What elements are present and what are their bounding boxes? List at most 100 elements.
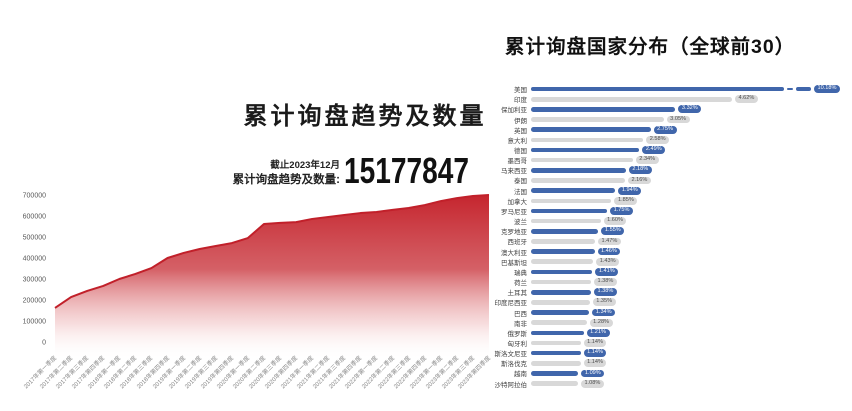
country-bar-row: 保加利亚 3.32% xyxy=(489,104,852,114)
country-bar-row: 伊朗 3.05% xyxy=(489,114,852,125)
country-bar-row: 意大利 2.58% xyxy=(489,135,852,145)
bar-fill xyxy=(531,228,599,234)
country-bar-row: 马来西亚 2.18% xyxy=(489,165,852,175)
value-badge: 2.16% xyxy=(627,176,651,185)
country-bar-row: 加拿大 1.85% xyxy=(489,196,852,206)
bar-fill xyxy=(531,127,651,132)
bar-fill xyxy=(531,86,784,92)
value-badge: 1.34% xyxy=(592,308,616,317)
country-name: 泰国 xyxy=(514,178,527,186)
country-bar-row: 澳大利亚 1.46% xyxy=(489,247,852,257)
bar-track: 1.34% xyxy=(531,308,852,318)
bar-track: 4.62% xyxy=(531,94,852,104)
bar-track: 1.14% xyxy=(531,358,852,368)
y-tick-label: 300000 xyxy=(23,277,46,284)
country-name: 巴基斯坦 xyxy=(501,259,527,267)
y-tick-label: 0 xyxy=(42,340,46,347)
bar-track: 1.21% xyxy=(531,328,852,338)
country-name: 墨西哥 xyxy=(507,158,528,166)
bar-track: 3.32% xyxy=(531,104,852,114)
value-badge: 2.34% xyxy=(635,156,659,165)
bar-track: 1.85% xyxy=(531,196,852,206)
bar-fill xyxy=(531,310,590,315)
value-badge: 3.32% xyxy=(678,105,702,114)
country-bar-row: 越南 1.09% xyxy=(489,368,852,378)
bar-fill xyxy=(531,330,584,336)
value-badge: 2.75% xyxy=(653,125,677,134)
bar-fill xyxy=(531,218,601,224)
country-name: 斯洛伐克 xyxy=(501,361,527,369)
value-badge: 1.09% xyxy=(581,369,605,378)
bar-fill xyxy=(531,269,593,275)
country-name: 匈牙利 xyxy=(507,340,528,348)
bar-track: 1.43% xyxy=(531,257,852,267)
bar-fill xyxy=(531,157,633,163)
country-name: 英国 xyxy=(514,127,527,135)
country-bar-row: 印度 4.62% xyxy=(489,94,852,104)
country-bar-row: 俄罗斯 1.21% xyxy=(489,328,852,338)
country-bar-row: 德国 2.49% xyxy=(489,145,852,155)
bar-track: 2.58% xyxy=(531,135,852,145)
country-name: 土耳其 xyxy=(507,290,528,298)
bar-track: 1.46% xyxy=(531,247,852,257)
country-bar-row: 巴西 1.34% xyxy=(489,307,852,318)
bar-fill xyxy=(531,371,579,376)
area-series-line xyxy=(54,194,490,309)
value-badge: 1.75% xyxy=(610,207,633,215)
value-badge: 1.35% xyxy=(592,298,616,307)
value-badge: 1.43% xyxy=(596,257,620,266)
country-name: 南非 xyxy=(514,320,527,328)
value-badge: 3.05% xyxy=(666,115,690,124)
value-badge: 1.08% xyxy=(580,379,604,388)
total-inquiries-value: 15177847 xyxy=(344,150,469,191)
value-badge: 1.21% xyxy=(586,328,610,337)
value-badge: 1.47% xyxy=(597,237,621,246)
country-name: 瑞典 xyxy=(514,269,527,277)
y-tick-label: 400000 xyxy=(23,256,46,263)
bar-track: 1.35% xyxy=(531,297,852,307)
bar-track: 1.94% xyxy=(531,186,852,196)
bar-track: 2.34% xyxy=(531,155,852,165)
bar-fill xyxy=(531,239,595,244)
country-bar-row: 波兰 1.60% xyxy=(489,216,852,226)
country-bar-row: 瑞典 1.41% xyxy=(489,267,852,277)
country-name: 保加利亚 xyxy=(501,107,527,115)
value-badge: 4.62% xyxy=(734,95,758,104)
bar-track: 10.18% xyxy=(531,84,852,94)
as-of-date-note: 截止2023年12月 xyxy=(270,160,340,171)
y-tick-label: 200000 xyxy=(23,298,46,305)
y-tick-label: 600000 xyxy=(23,214,46,221)
country-name: 伊朗 xyxy=(514,117,527,125)
value-badge: 2.49% xyxy=(642,146,666,154)
country-bar-row: 克罗地亚 1.55% xyxy=(489,226,852,236)
value-badge: 1.41% xyxy=(595,267,619,276)
bar-track: 2.18% xyxy=(531,165,852,175)
country-bar-row: 罗马尼亚 1.75% xyxy=(489,206,852,216)
country-chart-title: 累计询盘国家分布（全球前30） xyxy=(505,36,796,58)
country-bar-row: 沙特阿拉伯 1.08% xyxy=(489,379,852,389)
bar-fill xyxy=(531,198,612,204)
bar-track: 1.75% xyxy=(531,206,852,216)
country-bar-row: 荷兰 1.38% xyxy=(489,277,852,287)
bar-fill xyxy=(531,289,592,295)
bar-fill xyxy=(531,320,587,325)
value-badge: 10.18% xyxy=(814,85,840,93)
country-name: 斯洛文尼亚 xyxy=(494,351,528,359)
country-name: 加拿大 xyxy=(507,198,528,206)
value-badge: 1.28% xyxy=(589,318,613,327)
country-name: 罗马尼亚 xyxy=(501,208,527,216)
trend-chart-title: 累计询盘趋势及数量 xyxy=(243,103,487,130)
country-name: 印度尼西亚 xyxy=(494,300,528,308)
bar-track: 1.14% xyxy=(531,348,852,358)
area-chart-svg: 0 100000 200000 300000 400000 500000 600000 700… xyxy=(23,193,490,360)
country-bar-row: 土耳其 1.38% xyxy=(489,287,852,297)
bar-fill xyxy=(531,340,581,346)
country-name: 克罗地亚 xyxy=(501,229,527,237)
bar-fill xyxy=(531,147,640,153)
country-bar-row: 巴基斯坦 1.43% xyxy=(489,257,852,267)
bar-track: 2.49% xyxy=(531,145,852,155)
bar-track: 1.55% xyxy=(531,226,852,236)
country-bar-row: 泰国 2.16% xyxy=(489,175,852,185)
country-bar-row: 匈牙利 1.14% xyxy=(489,338,852,348)
country-bar-row: 南非 1.28% xyxy=(489,318,852,328)
